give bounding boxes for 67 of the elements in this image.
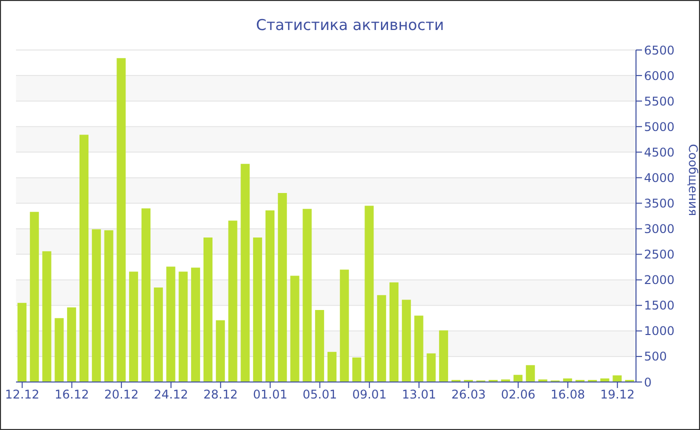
y-tick-label: 2000 [644, 273, 675, 288]
bar [17, 302, 26, 382]
chart-title: Статистика активности [255, 16, 445, 34]
y-axis-title: Сообщения [686, 144, 700, 216]
bar [129, 272, 138, 382]
bar [178, 272, 188, 382]
bar [54, 318, 64, 382]
bar [30, 212, 39, 382]
bar [327, 352, 336, 382]
bar [352, 357, 362, 382]
y-tick-label: 6000 [644, 68, 675, 83]
bar [253, 237, 262, 382]
bar [104, 230, 114, 382]
bar [526, 365, 535, 382]
x-tick-label: 13.01 [402, 388, 436, 402]
y-tick-label: 6500 [644, 43, 675, 58]
bar [612, 375, 622, 382]
bar [513, 374, 522, 382]
bar [228, 220, 238, 382]
bar [203, 237, 212, 382]
bar [166, 266, 176, 382]
x-tick-label: 05.01 [302, 388, 337, 402]
bar [290, 276, 300, 382]
x-tick-label: 09.01 [352, 388, 387, 402]
x-tick-label: 12.12 [5, 388, 40, 402]
bar [154, 288, 163, 382]
bar [340, 270, 349, 382]
x-tick-label: 19.12 [600, 388, 635, 402]
y-tick-label: 5000 [644, 120, 675, 134]
bar [92, 229, 101, 382]
bar [67, 307, 76, 382]
x-tick-label: 02.06 [501, 388, 536, 402]
x-tick-label: 28.12 [203, 388, 238, 402]
y-tick-label: 4000 [644, 170, 675, 185]
x-tick-label: 16.08 [550, 388, 585, 402]
y-tick-label: 500 [644, 350, 667, 364]
y-tick-label: 5500 [644, 94, 675, 108]
bar [402, 300, 411, 382]
y-tick-label: 1000 [644, 324, 675, 338]
bar [42, 251, 52, 382]
x-tick-label: 20.12 [104, 388, 139, 402]
bar [79, 134, 88, 382]
y-tick-label: 0 [644, 375, 652, 390]
bar [216, 320, 225, 382]
bar [240, 164, 250, 382]
bar [364, 206, 374, 382]
x-tick-label: 01.01 [253, 388, 288, 402]
bar [414, 316, 424, 382]
bar [302, 208, 312, 382]
bar [191, 268, 200, 382]
x-tick-label: 24.12 [154, 388, 188, 402]
x-tick-label: 26.03 [451, 388, 486, 402]
bar [377, 295, 386, 382]
bar [278, 193, 287, 382]
y-tick-label: 3500 [644, 196, 675, 210]
bar [265, 210, 274, 382]
y-tick-label: 3000 [644, 222, 675, 236]
bar [389, 282, 398, 382]
x-tick-label: 16.12 [54, 388, 89, 402]
y-tick-label: 1500 [644, 298, 675, 313]
bar [439, 330, 448, 382]
y-tick-label: 2500 [644, 248, 675, 262]
y-tick-label: 4500 [644, 145, 675, 160]
bar [315, 310, 324, 382]
bar [116, 58, 126, 382]
bar [426, 353, 436, 382]
bar [141, 208, 150, 382]
